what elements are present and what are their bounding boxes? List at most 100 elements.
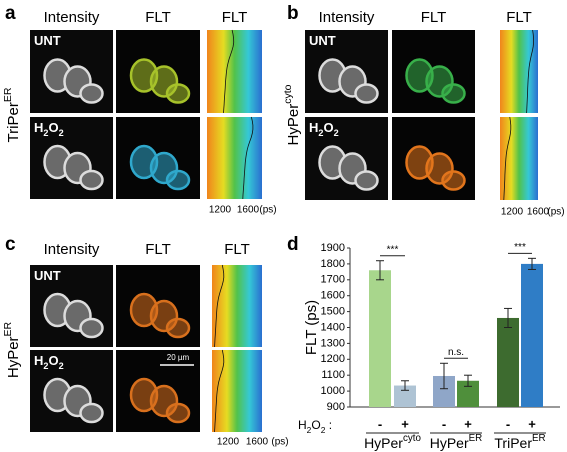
y-tick-label: 900 xyxy=(327,401,345,413)
panel-letter: a xyxy=(5,3,16,24)
significance: *** xyxy=(514,242,526,253)
column-header: FLT xyxy=(145,241,171,258)
column-header: FLT xyxy=(224,241,250,258)
cell xyxy=(79,83,104,104)
cell xyxy=(441,83,466,104)
side-label-part: ER xyxy=(2,321,14,336)
y-tick-label: 1600 xyxy=(321,290,345,302)
row-label-part: O xyxy=(48,120,58,135)
panel-letter: d xyxy=(287,234,299,255)
row-label-part: 2 xyxy=(59,128,64,138)
side-label: HyPerER xyxy=(2,321,22,378)
y-tick-label: 1000 xyxy=(321,385,345,397)
column-header: FLT xyxy=(421,9,447,26)
y-tick-label: 1300 xyxy=(321,337,345,349)
y-tick-label: 1900 xyxy=(321,242,345,254)
histogram-curve xyxy=(223,29,235,114)
spectrum-unit: (ps) xyxy=(259,205,276,216)
group-label-part: TriPer xyxy=(494,435,532,451)
y-tick-label: 1700 xyxy=(321,274,345,286)
treatment: + xyxy=(464,416,472,431)
bar xyxy=(394,385,416,407)
side-label: HyPercyto xyxy=(282,84,302,145)
treatment-label-part: H xyxy=(298,418,307,432)
bar xyxy=(497,317,519,407)
side-label-part: cyto xyxy=(282,84,294,103)
spectrum-tick: 1600 xyxy=(527,207,550,218)
treatment-label-part: : xyxy=(325,418,332,432)
treatment: + xyxy=(401,416,409,431)
y-tick-label: 1400 xyxy=(321,321,345,333)
flt-spectrum xyxy=(500,117,538,200)
row-label-part: H xyxy=(309,120,318,135)
flt-spectrum xyxy=(500,30,538,113)
group-label-part: HyPer xyxy=(364,435,403,451)
group-label: HyPercyto xyxy=(364,433,421,451)
scale-bar-label: 20 µm xyxy=(167,353,190,362)
row-label: UNT xyxy=(34,33,61,48)
column-header: FLT xyxy=(506,9,532,26)
column-header: Intensity xyxy=(319,9,375,26)
histogram-curve xyxy=(242,116,254,200)
row-label-part: 2 xyxy=(318,128,323,138)
histogram-curve xyxy=(503,116,512,201)
treatment: - xyxy=(506,416,510,431)
panel-letter: c xyxy=(5,234,16,255)
significance: *** xyxy=(387,244,399,255)
spectrum-unit: (ps) xyxy=(271,437,288,448)
group-label-part: cyto xyxy=(403,433,422,444)
treatment-label-part: O xyxy=(311,418,320,432)
row-label: H2O2 xyxy=(34,353,64,371)
panel-letter: b xyxy=(287,3,299,24)
row-label-part: 2 xyxy=(59,361,64,371)
treatment: - xyxy=(442,416,446,431)
y-tick-label: 1800 xyxy=(321,258,345,270)
group-label-part: ER xyxy=(532,433,546,444)
row-label-part: 2 xyxy=(334,128,339,138)
side-label-part: TriPer xyxy=(5,102,22,142)
y-tick-label: 1100 xyxy=(321,369,345,381)
row-label: UNT xyxy=(309,33,336,48)
side-label-part: HyPer xyxy=(285,104,302,146)
treatment-label: H2O2 : xyxy=(298,418,332,435)
y-tick-label: 1200 xyxy=(321,353,345,365)
cell xyxy=(79,402,104,424)
row-label-part: 2 xyxy=(43,128,48,138)
spectrum-tick: 1600 xyxy=(237,205,260,216)
side-label: TriPerER xyxy=(2,87,22,142)
side-label-part: HyPer xyxy=(5,336,22,378)
row-label-part: H xyxy=(34,120,43,135)
treatment: - xyxy=(378,416,382,431)
cell xyxy=(354,83,379,104)
cell xyxy=(165,402,191,424)
treatment: + xyxy=(528,416,536,431)
group-label-part: HyPer xyxy=(430,435,469,451)
spectrum-tick: 1200 xyxy=(209,205,232,216)
histogram-curve xyxy=(526,29,534,114)
side-label-part: ER xyxy=(2,87,14,102)
histogram-curve xyxy=(214,264,225,348)
column-header: Intensity xyxy=(44,241,100,258)
column-header: Intensity xyxy=(44,9,100,26)
bar xyxy=(369,270,391,407)
row-label: UNT xyxy=(34,268,61,283)
spectrum-unit: (ps) xyxy=(547,207,564,218)
histogram-curve xyxy=(214,349,225,433)
cell xyxy=(165,83,191,104)
group-label: HyPerER xyxy=(430,433,483,451)
row-label-part: 2 xyxy=(43,361,48,371)
cell xyxy=(165,169,191,191)
cell xyxy=(165,317,191,339)
row-label-part: UNT xyxy=(34,268,61,283)
bar xyxy=(521,263,543,407)
row-label-part: UNT xyxy=(34,33,61,48)
flt-spectrum xyxy=(212,350,262,432)
row-label-part: H xyxy=(34,353,43,368)
row-label: H2O2 xyxy=(309,120,339,138)
spectrum-tick: 1200 xyxy=(501,207,524,218)
flt-spectrum xyxy=(212,265,262,347)
treatment-label-part: 2 xyxy=(307,425,312,435)
spectrum-tick: 1200 xyxy=(217,437,240,448)
row-label: H2O2 xyxy=(34,120,64,138)
